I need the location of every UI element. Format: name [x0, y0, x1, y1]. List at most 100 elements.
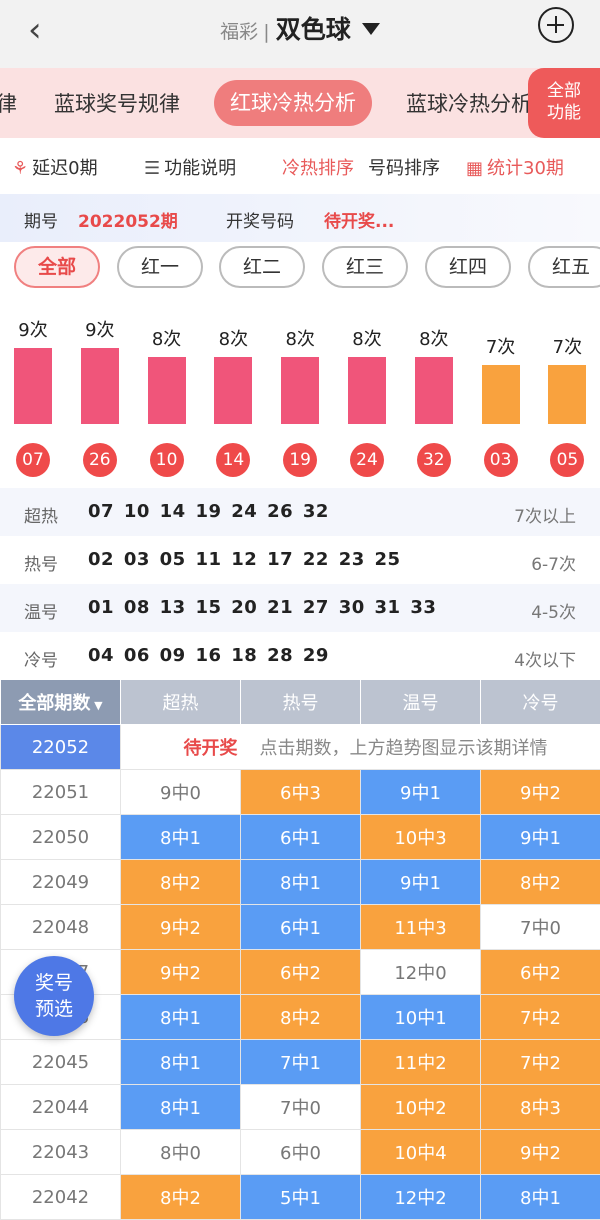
hit-cell: 9中2 [121, 905, 241, 950]
col-header-hot: 热号 [241, 680, 361, 725]
bar-count-label: 7次 [542, 333, 592, 359]
tab-blue-pattern[interactable]: 蓝球奖号规律 [54, 88, 180, 118]
heat-range: 6-7次 [531, 550, 576, 575]
period-cell[interactable]: 22043 [1, 1130, 121, 1175]
preselect-line2: 预选 [14, 996, 94, 1022]
title-name: 双色球 [276, 15, 351, 44]
ball-07: 07 [16, 443, 50, 477]
caret-down-icon[interactable] [362, 23, 380, 35]
pending-status: 待开奖 [184, 738, 238, 759]
filter-red-3[interactable]: 红三 [322, 246, 408, 288]
hit-cell: 11中3 [361, 905, 481, 950]
period-cell[interactable]: 22052 [1, 725, 121, 770]
filter-all[interactable]: 全部 [14, 246, 100, 288]
hit-cell: 8中3 [481, 1085, 600, 1130]
hit-cell: 9中0 [121, 770, 241, 815]
bar-14 [214, 357, 252, 425]
hit-cell: 10中2 [361, 1085, 481, 1130]
period-cell[interactable]: 22049 [1, 860, 121, 905]
calendar-icon: ▦ [466, 158, 483, 179]
hit-cell: 6中3 [241, 770, 361, 815]
stat-period-button[interactable]: ▦统计30期 [466, 154, 564, 180]
ball-14: 14 [216, 443, 250, 477]
hit-cell: 7中2 [481, 1040, 600, 1085]
period-dropdown[interactable]: 全部期数 ▼ [1, 680, 121, 725]
issue-info: 期号 2022052期 开奖号码 待开奖... [0, 194, 600, 242]
sort-hot-button[interactable]: 冷热排序 [282, 154, 354, 180]
bar-count-label: 8次 [342, 325, 392, 351]
hit-cell: 6中1 [241, 815, 361, 860]
hit-cell: 12中0 [361, 950, 481, 995]
draw-label: 开奖号码 [226, 207, 294, 232]
hit-cell: 9中2 [481, 1130, 600, 1175]
hit-cell: 9中1 [361, 860, 481, 905]
sort-number-button[interactable]: 号码排序 [368, 154, 440, 180]
period-cell[interactable]: 22042 [1, 1175, 121, 1220]
tab-blue-hot-cold[interactable]: 蓝球冷热分析 [406, 88, 532, 118]
bar-count-label: 7次 [476, 333, 526, 359]
hint-text: 点击期数，上方趋势图显示该期详情 [260, 738, 548, 759]
hit-cell: 7中0 [481, 905, 600, 950]
all-functions-line2: 功能 [528, 102, 600, 124]
bar-10 [148, 357, 186, 425]
period-cell[interactable]: 22045 [1, 1040, 121, 1085]
tab-red-hot-cold[interactable]: 红球冷热分析 [214, 80, 372, 126]
history-table: 全部期数 ▼ 超热 热号 温号 冷号 22052 待开奖 点击期数，上方趋势图显示… [0, 679, 600, 1220]
heat-range: 4-5次 [531, 598, 576, 623]
period-cell[interactable]: 22051 [1, 770, 121, 815]
bar-count-label: 8次 [142, 325, 192, 351]
filter-red-2[interactable]: 红二 [219, 246, 305, 288]
ball-10: 10 [150, 443, 184, 477]
hit-cell: 8中0 [121, 1130, 241, 1175]
col-header-warm: 温号 [361, 680, 481, 725]
filter-red-1[interactable]: 红一 [117, 246, 203, 288]
current-hint-cell: 待开奖 点击期数，上方趋势图显示该期详情 [121, 725, 600, 770]
table-row-current[interactable]: 22052 待开奖 点击期数，上方趋势图显示该期详情 [1, 725, 600, 770]
lottery-title[interactable]: 福彩 | 双色球 [0, 10, 600, 46]
number-preselect-button[interactable]: 奖号 预选 [14, 956, 94, 1036]
all-functions-button[interactable]: 全部 功能 [528, 68, 600, 138]
hit-cell: 8中1 [121, 995, 241, 1040]
hit-cell: 10中4 [361, 1130, 481, 1175]
plus-circle-icon[interactable] [538, 7, 574, 43]
hit-cell: 8中1 [121, 815, 241, 860]
bar-26 [81, 348, 119, 424]
heat-numbers: 04 06 09 16 18 28 29 [88, 645, 329, 666]
period-cell[interactable]: 22050 [1, 815, 121, 860]
heat-range: 4次以下 [514, 646, 576, 671]
heat-row-warm: 温号 01 08 13 15 20 21 27 30 31 33 4-5次 [0, 584, 600, 632]
ball-26: 26 [83, 443, 117, 477]
filter-red-5[interactable]: 红五 [528, 246, 600, 288]
delay-label: 延迟0期 [32, 158, 97, 179]
hit-cell: 9中1 [361, 770, 481, 815]
tab-partial[interactable]: 律 [0, 88, 17, 118]
bar-count-label: 8次 [275, 325, 325, 351]
heat-category: 冷号 [24, 646, 58, 671]
bar-count-label: 8次 [409, 325, 459, 351]
heat-numbers: 01 08 13 15 20 21 27 30 31 33 [88, 597, 436, 618]
bar-count-label: 9次 [75, 316, 125, 342]
period-cell[interactable]: 22048 [1, 905, 121, 950]
filter-red-4[interactable]: 红四 [425, 246, 511, 288]
toolbar: ⚘延迟0期 ☰功能说明 冷热排序 号码排序 ▦统计30期 [0, 138, 600, 194]
ball-05: 05 [550, 443, 584, 477]
heat-numbers: 07 10 14 19 24 26 32 [88, 501, 329, 522]
ball-32: 32 [417, 443, 451, 477]
period-cell[interactable]: 22044 [1, 1085, 121, 1130]
help-button[interactable]: ☰功能说明 [144, 154, 236, 180]
delay-button[interactable]: ⚘延迟0期 [12, 154, 98, 180]
hit-cell: 12中2 [361, 1175, 481, 1220]
hit-cell: 10中3 [361, 815, 481, 860]
hit-cell: 5中1 [241, 1175, 361, 1220]
ball-24: 24 [350, 443, 384, 477]
hit-cell: 6中2 [241, 950, 361, 995]
table-header-row: 全部期数 ▼ 超热 热号 温号 冷号 [1, 680, 600, 725]
